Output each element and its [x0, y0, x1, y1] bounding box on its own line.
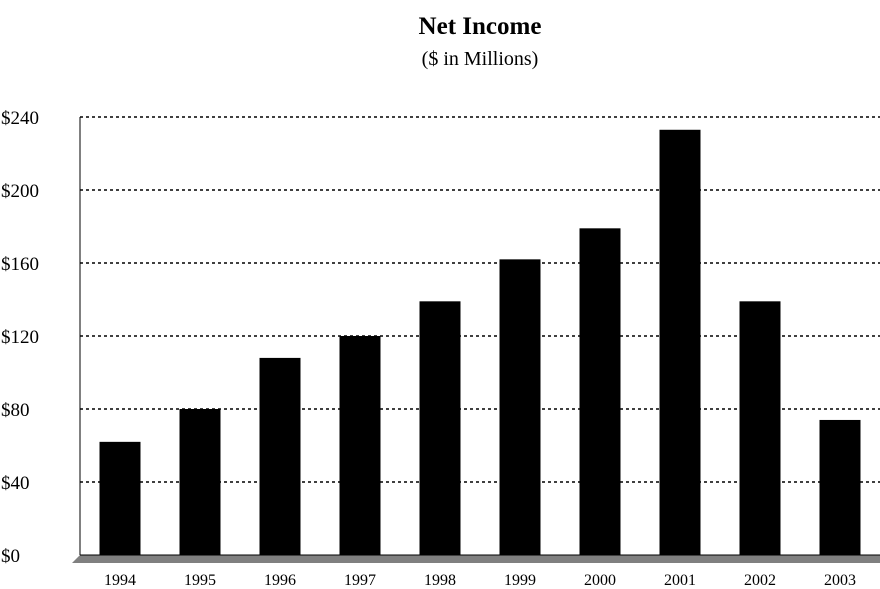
- bar-1995: [179, 409, 221, 555]
- bar-2002: [739, 301, 781, 555]
- x-tick-label: 1994: [104, 572, 136, 589]
- y-tick-label: $40: [1, 473, 30, 494]
- bars: [99, 129, 861, 555]
- bar-1999: [499, 259, 541, 555]
- x-tick-label: 2002: [744, 572, 776, 589]
- x-tick-label: 1995: [184, 572, 216, 589]
- x-axis-ticks: 1994 1995 1996 1997 1998 1999 2000 2001 2002 2003: [104, 572, 856, 589]
- floor-platform: [72, 555, 880, 563]
- bar-1996: [259, 357, 301, 555]
- y-tick-label: $80: [1, 400, 30, 421]
- chart-title: Net Income: [418, 13, 542, 40]
- x-tick-label: 2000: [584, 572, 616, 589]
- y-tick-label: $120: [1, 327, 39, 348]
- x-tick-label: 2003: [824, 572, 856, 589]
- chart-subtitle: ($ in Millions): [421, 48, 539, 70]
- y-tick-label: $160: [1, 254, 39, 275]
- y-axis-ticks: $0 $40 $80 $120 $160 $200 $240: [1, 108, 39, 567]
- x-tick-label: 1999: [504, 572, 536, 589]
- chart-floor: [72, 554, 880, 563]
- bar-2003: [819, 419, 861, 555]
- x-tick-label: 1996: [264, 572, 296, 589]
- x-tick-label: 2001: [664, 572, 696, 589]
- x-tick-label: 1997: [344, 572, 376, 589]
- bar-2001: [659, 129, 701, 555]
- bar-2000: [579, 228, 621, 555]
- y-tick-label: $240: [1, 108, 39, 129]
- y-tick-label: $200: [1, 181, 39, 202]
- y-tick-label: $0: [1, 546, 20, 567]
- bar-1994: [99, 441, 141, 555]
- x-tick-label: 1998: [424, 572, 456, 589]
- bar-1998: [419, 301, 461, 555]
- bar-1997: [339, 336, 381, 555]
